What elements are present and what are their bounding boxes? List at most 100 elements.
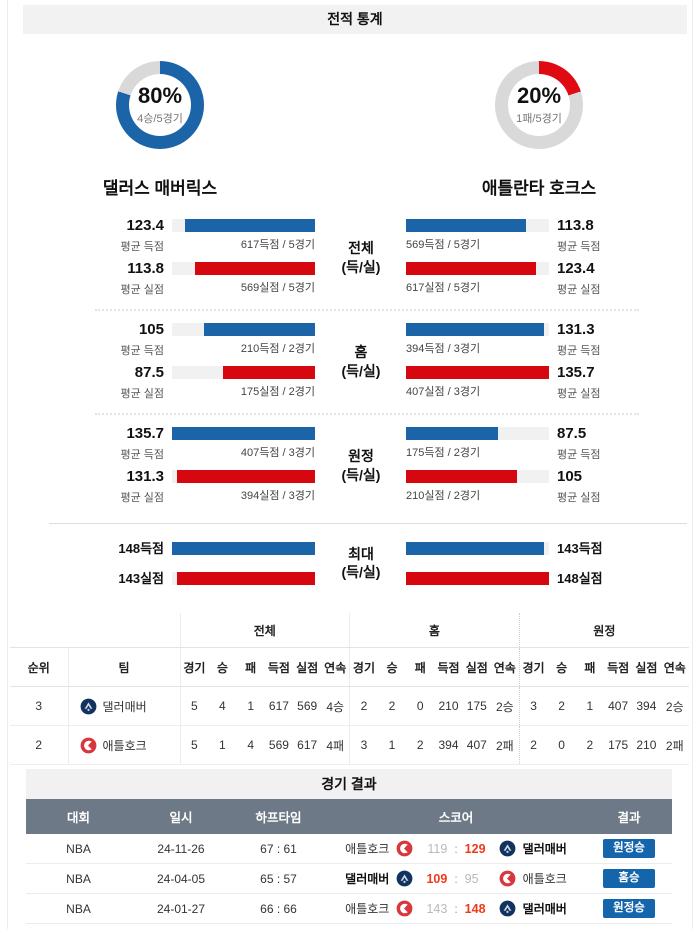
stat-cell: 3 [518,686,548,726]
max-bar-label: 143실점 [118,571,164,586]
left-team-donut-col: 80% 4승/5경기 [0,61,320,149]
stat-bar: 407실점 / 3경기 [406,366,549,399]
stat-bar-detail: 569득점 / 5경기 [406,239,481,251]
stat-cell: 4 [208,686,237,726]
stat-bar [406,542,549,555]
stat-bar-detail: 617득점 / 5경기 [240,239,315,251]
stat-bar-track [172,427,315,440]
avg-stat-caption: 평균 득점 [557,449,601,461]
stat-section-center-label: 전체 (득/실) [341,240,381,275]
date-cell: 24-11-26 [131,834,231,864]
league-cell: NBA [26,893,131,924]
stat-bar-track [172,572,315,585]
stat-bar-fill [185,219,315,232]
avg-stat-value: 135.7 [557,364,595,381]
stat-bar [172,542,315,555]
stat-bar-track [406,366,549,379]
stat-bar-track [172,323,315,336]
standings-row: 3 댈러매버 5 4 1 617 569 4승 2 2 0 210 175 2승 3 2 1 407 394 2승 [10,686,689,726]
avg-stat-value: 113.8 [127,260,164,277]
stat-col-header: 득점 [603,647,633,687]
standings-group-2: 원정 [518,613,689,648]
results-col-header: 일시 [131,799,231,834]
stat-cell: 1 [236,686,265,726]
date-cell: 23-07-17 [131,923,231,929]
results-col-header: 대회 [26,799,131,834]
score-cell: 댈러매버101:80애틀호크 [326,923,586,929]
league-cell: NBA [26,834,131,864]
stat-col-header: 경기 [518,647,548,687]
stat-section-원정: 135.7 평균 득점 407득점 / 3경기 175득점 / 2경기 87.5 평균 득… [0,426,699,505]
stat-bar-fill [406,470,517,483]
avg-stat-value: 87.5 [134,364,164,381]
avg-stat-label: 135.7 평균 득점 [90,426,164,462]
avg-stat-label: 131.3 평균 실점 [90,468,164,505]
team2-score: 148 [464,901,486,916]
result-cell: 홈승 [586,923,672,929]
team-cell: 애틀호크 [67,725,180,765]
stat-bar-track [406,427,549,440]
avg-stat-label: 113.8 평균 실점 [90,260,164,297]
standings-group-empty [10,613,180,648]
stat-bar [172,572,315,585]
stat-row: 113.8 평균 실점 569실점 / 5경기 617실점 / 5경기 123.4 평균 … [90,260,699,297]
avg-stat-caption: 평균 실점 [120,388,164,400]
stat-bar-detail: 175실점 / 2경기 [240,386,315,398]
stat-bar-fill [406,427,499,440]
score-colon: : [454,871,458,886]
team1-name: 애틀호크 [345,902,390,916]
stat-bar-track [406,219,549,232]
stat-bar-track [172,262,315,275]
avg-stat-label: 105 평균 실점 [557,469,631,505]
stat-bar-fill [222,366,315,379]
team-col-header: 팀 [67,647,180,687]
result-badge: 원정승 [603,898,655,919]
left-donut-center: 80% 4승/5경기 [129,74,191,136]
stat-bar: 617실점 / 5경기 [406,262,549,295]
stat-cell: 4패 [321,725,350,765]
game-results-section: 경기 결과 대회 일시 하프타임 스코어 결과 NBA 24-11-26 67 : 61 애틀… [0,769,699,929]
stat-cell: 1 [575,686,604,726]
avg-stat-label: 87.5 평균 득점 [557,426,631,462]
stat-cell: 0 [406,686,435,726]
page-left-border [7,0,8,929]
league-cell: NBA서머 [26,923,131,929]
stat-bar: 210득점 / 2경기 [172,323,315,356]
stat-bar-fill [172,542,315,555]
solid-separator [49,523,687,524]
right-team-winrate-donut: 20% 1패/5경기 [495,61,583,149]
stat-bar-track [406,542,549,555]
results-table: 대회 일시 하프타임 스코어 결과 NBA 24-11-26 67 : 61 애틀호크 119:… [26,799,672,929]
avg-stat-value: 131.3 [126,468,164,485]
stat-cell: 2 [349,686,378,726]
mavericks-logo-icon [499,840,516,857]
stat-cell: 394 [632,686,661,726]
stat-bar-fill [176,470,315,483]
stat-bar-track [406,572,549,585]
stat-bar-detail: 569실점 / 5경기 [240,282,315,294]
stat-cell: 2승 [490,686,520,726]
stat-section-center-label: 최대 (득/실) [341,545,381,581]
stat-col-header: 실점 [462,647,491,687]
mavericks-logo-icon [396,870,413,887]
page-right-border [692,0,693,929]
left-winrate-record: 4승/5경기 [137,112,183,125]
avg-stat-label: 87.5 평균 실점 [90,364,164,401]
max-bar-label: 148득점 [118,541,164,556]
results-col-header: 스코어 [326,799,586,834]
avg-stat-caption: 평균 득점 [120,345,164,357]
halftime-cell: 46 : 44 [231,923,326,929]
stat-row: 135.7 평균 득점 407득점 / 3경기 175득점 / 2경기 87.5 평균 득… [90,426,699,462]
team2-score: 95 [464,871,479,886]
result-cell: 홈승 [586,863,672,894]
avg-stat-caption: 평균 실점 [120,492,164,504]
stat-bar-track [172,366,315,379]
stat-row: 87.5 평균 실점 175실점 / 2경기 407실점 / 3경기 135.7 평균 실… [90,364,699,401]
results-col-header: 결과 [586,799,672,834]
right-winrate-percent: 20% [516,82,562,108]
stat-cell: 175 [462,686,491,726]
rank-cell: 2 [10,725,68,765]
stat-col-header: 패 [406,647,435,687]
stat-cell: 175 [603,725,633,765]
max-bar-label: 143득점 [557,541,603,556]
